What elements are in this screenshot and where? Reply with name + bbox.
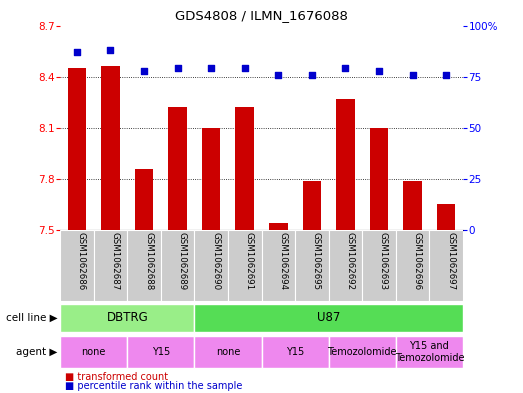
Bar (67, 68, 86, 230)
Bar (202, 128, 220, 230)
Point (341, 65, 349, 72)
Text: Temozolomide: Temozolomide (327, 347, 397, 357)
Bar (101, 66, 120, 230)
Point (442, 72, 450, 78)
Text: none: none (216, 347, 240, 357)
Text: GSM1062693: GSM1062693 (379, 232, 388, 290)
Bar (396, 336, 463, 368)
Bar (60, 336, 127, 368)
Point (140, 67, 148, 73)
Text: ■ transformed count: ■ transformed count (65, 372, 168, 382)
Point (375, 67, 383, 73)
Point (73, 49, 81, 55)
Text: cell line ▶: cell line ▶ (6, 313, 58, 323)
Text: DBTRG: DBTRG (106, 311, 148, 325)
Bar (396, 230, 429, 301)
Bar (235, 107, 254, 230)
Text: GSM1062689: GSM1062689 (178, 232, 187, 290)
Point (408, 72, 417, 78)
Text: ■ percentile rank within the sample: ■ percentile rank within the sample (65, 381, 243, 391)
Bar (135, 169, 153, 230)
Bar (262, 336, 328, 368)
Text: Y15 and
Temozolomide: Y15 and Temozolomide (394, 341, 464, 363)
Point (274, 72, 282, 78)
Text: GSM1062694: GSM1062694 (278, 232, 287, 290)
Bar (328, 230, 362, 301)
Point (207, 65, 215, 72)
Text: GSM1062687: GSM1062687 (110, 232, 119, 290)
Bar (370, 128, 388, 230)
Point (241, 65, 249, 72)
Bar (195, 336, 262, 368)
Title: GDS4808 / ILMN_1676088: GDS4808 / ILMN_1676088 (175, 9, 348, 22)
Bar (328, 336, 396, 368)
Text: Y15: Y15 (286, 347, 304, 357)
Text: GSM1062688: GSM1062688 (144, 232, 153, 290)
Bar (195, 230, 228, 301)
Bar (161, 230, 195, 301)
Text: none: none (82, 347, 106, 357)
Bar (228, 230, 262, 301)
Bar (60, 304, 195, 332)
Bar (269, 223, 288, 230)
Bar (262, 230, 295, 301)
Bar (403, 180, 422, 230)
Text: agent ▶: agent ▶ (16, 347, 58, 357)
Point (308, 72, 316, 78)
Point (174, 65, 182, 72)
Text: GSM1062695: GSM1062695 (312, 232, 321, 290)
Text: GSM1062686: GSM1062686 (77, 232, 86, 290)
Text: GSM1062692: GSM1062692 (345, 232, 355, 290)
Bar (336, 99, 355, 230)
Text: U87: U87 (317, 311, 340, 325)
Point (106, 47, 115, 53)
Bar (429, 230, 463, 301)
Bar (127, 336, 195, 368)
Bar (127, 230, 161, 301)
Bar (60, 230, 94, 301)
Bar (168, 107, 187, 230)
Text: GSM1062696: GSM1062696 (413, 232, 422, 290)
Bar (295, 230, 328, 301)
Bar (94, 230, 127, 301)
Bar (437, 204, 456, 230)
Bar (195, 304, 463, 332)
Text: GSM1062697: GSM1062697 (446, 232, 455, 290)
Text: GSM1062690: GSM1062690 (211, 232, 220, 290)
Bar (362, 230, 396, 301)
Text: Y15: Y15 (152, 347, 170, 357)
Text: GSM1062691: GSM1062691 (245, 232, 254, 290)
Bar (303, 180, 321, 230)
